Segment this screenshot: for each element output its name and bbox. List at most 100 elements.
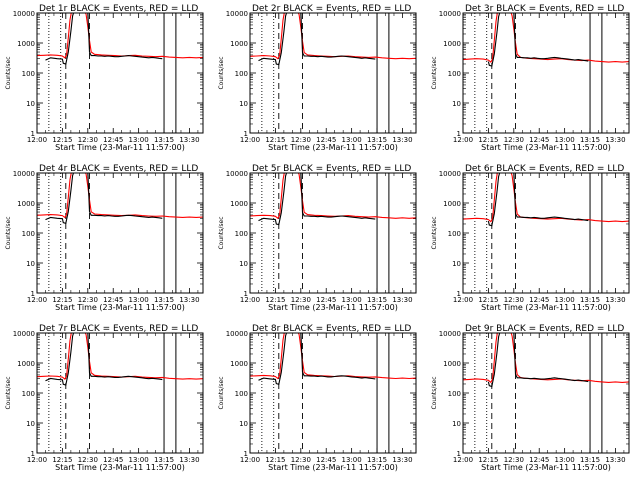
y-tick-label: 10 (239, 100, 248, 108)
y-tick-label: 10000 (226, 170, 248, 178)
events-series-line (258, 173, 376, 226)
x-tick-label: 13:15 (154, 136, 174, 144)
plot-area (37, 173, 203, 293)
y-tick-label: 10 (26, 260, 35, 268)
y-tick-label: 10000 (439, 330, 461, 338)
x-tick-label: 12:45 (316, 136, 336, 144)
panel-title: Det 6r BLACK = Events, RED = LLD (465, 164, 624, 174)
plot-frame (462, 12, 630, 134)
x-tick-label: 12:45 (103, 136, 123, 144)
y-tick-label: 1 (244, 450, 248, 458)
events-series-line (258, 333, 376, 385)
lld-series-line (463, 13, 629, 63)
x-tick-label: 13:15 (154, 296, 174, 304)
y-axis-label: Counts/sec (431, 376, 438, 409)
y-tick-label: 10000 (13, 10, 35, 18)
y-tick-label: 100 (235, 230, 248, 238)
panel-5: Det 5r BLACK = Events, RED = LLD Counts/s… (218, 164, 417, 312)
events-series-line (45, 13, 163, 65)
y-axis-label: Counts/sec (218, 56, 225, 89)
x-tick-label: 13:00 (555, 136, 575, 144)
plot-frame (36, 172, 204, 294)
panel-2: Det 2r BLACK = Events, RED = LLD Counts/s… (218, 4, 417, 152)
plot-area (463, 333, 629, 453)
x-tick-label: 13:00 (129, 136, 149, 144)
x-tick-label: 12:30 (504, 296, 524, 304)
plot-area (463, 173, 629, 293)
y-tick-label: 1000 (230, 40, 248, 48)
x-tick-label: 13:00 (129, 296, 149, 304)
plot-frame (36, 12, 204, 134)
x-tick-label: 13:15 (367, 296, 387, 304)
x-tick-label: 12:15 (52, 136, 72, 144)
x-tick-label: 13:00 (342, 296, 362, 304)
x-axis-label: Start Time (23-Mar-11 11:57:00) (268, 463, 398, 472)
x-tick-label: 13:15 (154, 456, 174, 464)
y-tick-label: 1000 (230, 360, 248, 368)
panel-title: Det 7r BLACK = Events, RED = LLD (39, 324, 198, 334)
y-tick-label: 1 (457, 130, 461, 138)
x-tick-label: 13:30 (605, 296, 625, 304)
x-tick-label: 13:15 (580, 296, 600, 304)
plot-frame (36, 332, 204, 454)
panel-title: Det 2r BLACK = Events, RED = LLD (252, 4, 411, 14)
x-tick-label: 13:30 (392, 136, 412, 144)
x-tick-label: 12:30 (504, 456, 524, 464)
y-axis-label: Counts/sec (218, 376, 225, 409)
x-tick-label: 13:15 (580, 136, 600, 144)
x-tick-label: 12:00 (240, 136, 260, 144)
plot-area (37, 333, 203, 453)
x-tick-label: 13:30 (179, 296, 199, 304)
panel-8: Det 8r BLACK = Events, RED = LLD Counts/s… (218, 324, 417, 472)
x-axis-label: Start Time (23-Mar-11 11:57:00) (55, 143, 185, 152)
y-tick-label: 10 (239, 260, 248, 268)
lld-series-line (250, 173, 416, 220)
x-tick-label: 12:15 (265, 296, 285, 304)
x-tick-label: 13:00 (555, 456, 575, 464)
panel-title: Det 9r BLACK = Events, RED = LLD (465, 324, 624, 334)
x-tick-label: 12:45 (316, 296, 336, 304)
events-series-line (45, 333, 163, 386)
y-tick-label: 1 (31, 450, 35, 458)
y-tick-label: 100 (22, 230, 35, 238)
events-series-line (487, 13, 589, 67)
y-axis-label: Counts/sec (5, 376, 12, 409)
x-tick-label: 12:00 (453, 456, 473, 464)
panel-6: Det 6r BLACK = Events, RED = LLD Counts/s… (431, 164, 630, 312)
plot-area (250, 333, 416, 453)
y-axis-label: Counts/sec (431, 56, 438, 89)
x-tick-label: 12:15 (265, 456, 285, 464)
plot-area (463, 13, 629, 133)
panel-1: Det 1r BLACK = Events, RED = LLD Counts/s… (5, 4, 204, 152)
events-series-line (487, 333, 589, 388)
y-tick-label: 1 (244, 130, 248, 138)
y-tick-label: 10000 (226, 10, 248, 18)
panel-title: Det 8r BLACK = Events, RED = LLD (252, 324, 411, 334)
y-tick-label: 10 (26, 420, 35, 428)
lld-series-line (463, 173, 629, 223)
plot-area (37, 13, 203, 133)
y-tick-label: 10 (452, 420, 461, 428)
panel-3: Det 3r BLACK = Events, RED = LLD Counts/s… (431, 4, 630, 152)
plot-frame (462, 332, 630, 454)
y-tick-label: 1000 (17, 200, 35, 208)
x-tick-label: 13:15 (367, 456, 387, 464)
x-tick-label: 12:00 (453, 136, 473, 144)
x-tick-label: 13:00 (129, 456, 149, 464)
x-tick-label: 13:30 (392, 296, 412, 304)
x-tick-label: 13:15 (367, 136, 387, 144)
lld-series-line (250, 13, 416, 60)
x-tick-label: 12:30 (78, 296, 98, 304)
x-tick-label: 12:15 (265, 136, 285, 144)
y-tick-label: 10 (26, 100, 35, 108)
x-tick-label: 13:00 (342, 136, 362, 144)
x-tick-label: 12:15 (52, 296, 72, 304)
y-tick-label: 1 (457, 450, 461, 458)
x-tick-label: 12:30 (78, 136, 98, 144)
x-tick-label: 12:45 (316, 456, 336, 464)
x-tick-label: 12:45 (529, 296, 549, 304)
x-tick-label: 12:15 (478, 136, 498, 144)
x-tick-label: 12:30 (291, 136, 311, 144)
panel-title: Det 4r BLACK = Events, RED = LLD (39, 164, 198, 174)
